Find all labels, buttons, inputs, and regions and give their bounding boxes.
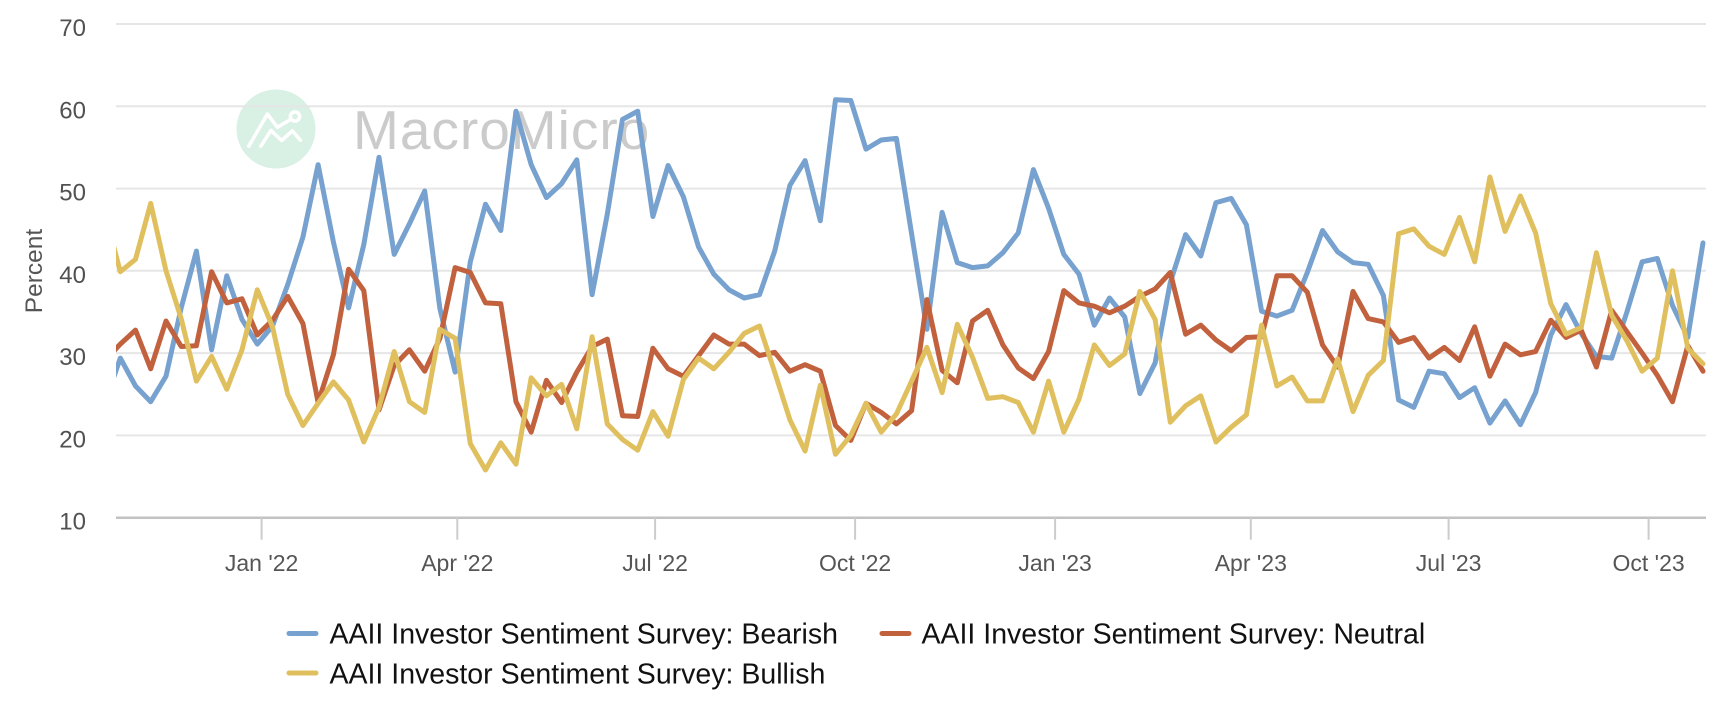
svg-text:Jul '23: Jul '23 [1416, 550, 1482, 576]
svg-text:Apr '22: Apr '22 [421, 550, 493, 576]
svg-text:10: 10 [59, 509, 86, 536]
svg-text:Jan '23: Jan '23 [1018, 550, 1091, 576]
svg-text:AAII Investor Sentiment Survey: AAII Investor Sentiment Survey: Neutral [922, 619, 1426, 651]
svg-text:Oct '23: Oct '23 [1613, 550, 1685, 576]
svg-text:20: 20 [59, 426, 86, 453]
svg-text:Percent: Percent [21, 229, 48, 314]
svg-text:60: 60 [59, 97, 86, 124]
svg-text:Jan '22: Jan '22 [225, 550, 298, 576]
svg-text:40: 40 [59, 262, 86, 289]
svg-text:AAII Investor Sentiment Survey: AAII Investor Sentiment Survey: Bullish [330, 659, 826, 691]
svg-text:AAII Investor Sentiment Survey: AAII Investor Sentiment Survey: Bearish [330, 619, 838, 651]
svg-text:30: 30 [59, 344, 86, 371]
svg-text:Oct '22: Oct '22 [819, 550, 891, 576]
svg-text:Jul '22: Jul '22 [622, 550, 688, 576]
svg-text:MacroMicro: MacroMicro [353, 99, 650, 161]
svg-text:50: 50 [59, 180, 86, 207]
svg-text:Apr '23: Apr '23 [1215, 550, 1287, 576]
svg-text:70: 70 [59, 15, 86, 42]
